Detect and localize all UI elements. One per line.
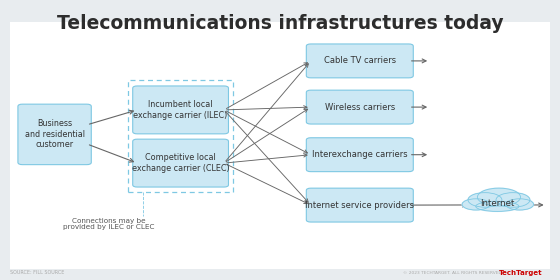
Text: Telecommunications infrastructures today: Telecommunications infrastructures today: [57, 14, 503, 33]
FancyBboxPatch shape: [306, 44, 413, 78]
FancyBboxPatch shape: [306, 90, 413, 124]
Text: Incumbent local
exchange carrier (ILEC): Incumbent local exchange carrier (ILEC): [133, 100, 228, 120]
Text: Business
and residential
customer: Business and residential customer: [25, 120, 85, 149]
FancyBboxPatch shape: [306, 138, 413, 172]
Text: Competitive local
exchange carrier (CLEC): Competitive local exchange carrier (CLEC…: [132, 153, 230, 173]
Text: TechTarget: TechTarget: [498, 270, 542, 276]
Ellipse shape: [476, 201, 519, 211]
Ellipse shape: [496, 193, 530, 207]
Text: Cable TV carriers: Cable TV carriers: [324, 56, 396, 66]
Text: Wireless carriers: Wireless carriers: [325, 102, 395, 112]
Ellipse shape: [462, 199, 490, 210]
FancyBboxPatch shape: [10, 22, 550, 269]
FancyBboxPatch shape: [133, 139, 228, 187]
FancyBboxPatch shape: [306, 188, 413, 222]
Ellipse shape: [506, 199, 534, 210]
Ellipse shape: [468, 193, 502, 207]
Text: SOURCE: FILL SOURCE: SOURCE: FILL SOURCE: [10, 270, 64, 276]
FancyBboxPatch shape: [133, 86, 228, 134]
Text: © 2023 TECHTARGET. ALL RIGHTS RESERVED.: © 2023 TECHTARGET. ALL RIGHTS RESERVED.: [403, 271, 503, 275]
Text: Connections may be
provided by ILEC or CLEC: Connections may be provided by ILEC or C…: [63, 218, 155, 230]
Text: Interexchange carriers: Interexchange carriers: [312, 150, 408, 159]
Text: Internet service providers: Internet service providers: [305, 200, 414, 210]
FancyBboxPatch shape: [18, 104, 91, 165]
Ellipse shape: [477, 188, 521, 206]
Text: Internet: Internet: [480, 199, 515, 208]
